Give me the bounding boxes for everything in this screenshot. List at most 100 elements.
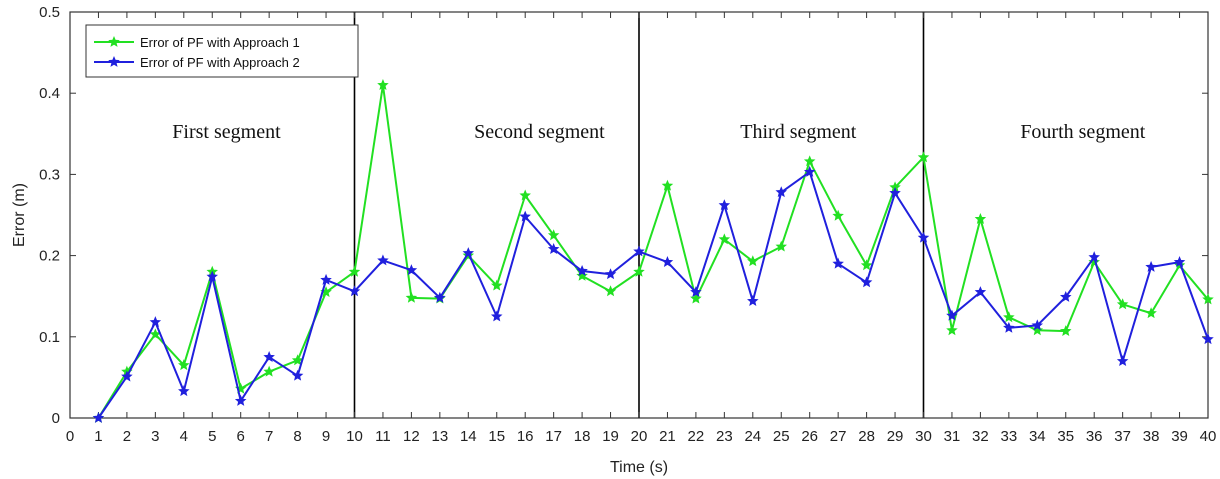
series-1-point [860, 259, 873, 271]
x-tick-label: 14 [460, 428, 477, 445]
x-tick-label: 0 [66, 428, 74, 445]
legend-marker-2 [108, 55, 120, 67]
series-2-line [97, 170, 1209, 419]
series-1-point [604, 285, 617, 297]
x-tick-label: 15 [488, 428, 505, 445]
x-tick-label: 40 [1200, 428, 1217, 445]
series-1-point [348, 265, 361, 277]
series-2-point [1003, 321, 1015, 333]
series-1-point [405, 291, 418, 303]
series-2-point [405, 264, 418, 276]
series-1-point [1059, 325, 1072, 337]
series-layer [92, 79, 1214, 423]
legend-box [85, 24, 359, 78]
y-tick-label: 0.3 [39, 166, 60, 183]
x-tick-label: 35 [1057, 428, 1074, 445]
x-tick-label: 39 [1171, 428, 1188, 445]
x-tick-label: 25 [773, 428, 790, 445]
series-2-point [1088, 251, 1100, 263]
series-1-point [661, 179, 674, 191]
x-tick-label: 4 [180, 428, 188, 445]
series-1-point [490, 279, 503, 291]
series-2-point [718, 199, 731, 211]
x-tick-label: 36 [1086, 428, 1103, 445]
x-tick-label: 22 [688, 428, 705, 445]
x-tick-label: 9 [322, 428, 330, 445]
legend-marker-1 [108, 35, 120, 47]
series-1-point [263, 365, 275, 377]
series-2-point [604, 268, 617, 280]
x-tick-label: 29 [887, 428, 904, 445]
series-2-point [1116, 355, 1129, 367]
series-1-point [1116, 298, 1129, 310]
x-tick-label: 3 [151, 428, 159, 445]
series-2-point [661, 256, 674, 267]
series-1-point [1202, 293, 1214, 305]
series-1-point [690, 292, 702, 304]
series-2-point [178, 385, 190, 397]
series-1-point [1003, 311, 1015, 323]
series-1-point [747, 255, 759, 267]
x-tick-label: 16 [517, 428, 534, 445]
series-2-point [149, 316, 162, 328]
series-2-point [320, 273, 332, 285]
series-2-point [690, 286, 702, 298]
series-1-point [178, 359, 190, 371]
series-2-point [121, 370, 133, 382]
series-2-point [576, 264, 588, 276]
series-2-point [633, 245, 645, 257]
x-tick-label: 19 [602, 428, 619, 445]
series-1-point [1031, 324, 1044, 336]
series-2-point [434, 291, 446, 303]
series-1-point [974, 213, 987, 224]
series-2-point [1059, 290, 1072, 302]
series-2-point [860, 276, 873, 288]
x-axis: 0 1 2 3 4 5 6 7 8 9 10 11 12 13 14 15 16 17 18 19 20 21 22 23 24… [66, 12, 1217, 445]
series-2-point [377, 254, 389, 266]
y-tick-label: 0.1 [39, 329, 60, 346]
x-tick-label: 32 [972, 428, 989, 445]
x-tick-label: 30 [915, 428, 932, 445]
x-tick-label: 26 [801, 428, 818, 445]
series-2-point [1202, 333, 1214, 345]
x-tick-label: 8 [293, 428, 301, 445]
y-axis: 0 0.1 0.2 0.3 0.4 0.5 [39, 4, 1208, 427]
segment-label-2: Second segment [474, 121, 605, 143]
segment-dividers [353, 12, 925, 418]
series-2-point [462, 247, 475, 259]
series-1-point [547, 229, 560, 241]
x-tick-label: 24 [744, 428, 761, 445]
series-2-point [1145, 260, 1157, 272]
series-2-point [263, 351, 275, 362]
x-tick-label: 7 [265, 428, 273, 445]
x-tick-label: 11 [375, 428, 391, 445]
series-2-point [889, 187, 901, 198]
x-tick-label: 21 [659, 428, 676, 445]
series-1-point [718, 233, 731, 245]
x-tick-label: 1 [94, 428, 102, 445]
y-tick-label: 0.2 [39, 248, 60, 265]
y-tick-label: 0.4 [39, 85, 60, 102]
legend: Error of PF with Approach 1 Error of PF w… [85, 24, 359, 78]
segment-label-4: Fourth segment [1020, 121, 1145, 143]
series-2-point [803, 165, 816, 177]
series-2 [92, 165, 1214, 423]
series-1-point [917, 151, 930, 163]
x-tick-label: 20 [631, 428, 648, 445]
series-1-point [1145, 307, 1157, 319]
series-2-point [519, 210, 531, 222]
series-1-point [377, 79, 389, 90]
series-2-point [92, 411, 105, 423]
segment-labels: First segment Second segment Third segment… [172, 121, 1145, 143]
x-tick-label: 18 [574, 428, 591, 445]
series-1-point [832, 209, 844, 221]
series-2-point [917, 231, 930, 243]
series-2-point [974, 286, 987, 298]
x-tick-label: 5 [208, 428, 216, 445]
x-tick-label: 38 [1143, 428, 1160, 445]
series-1-point [946, 324, 958, 336]
x-tick-label: 28 [858, 428, 875, 445]
x-tick-label: 27 [830, 428, 847, 445]
x-tick-label: 2 [123, 428, 131, 445]
